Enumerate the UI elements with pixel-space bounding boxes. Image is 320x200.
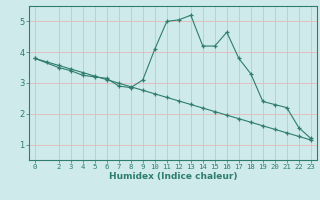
X-axis label: Humidex (Indice chaleur): Humidex (Indice chaleur)	[108, 172, 237, 181]
